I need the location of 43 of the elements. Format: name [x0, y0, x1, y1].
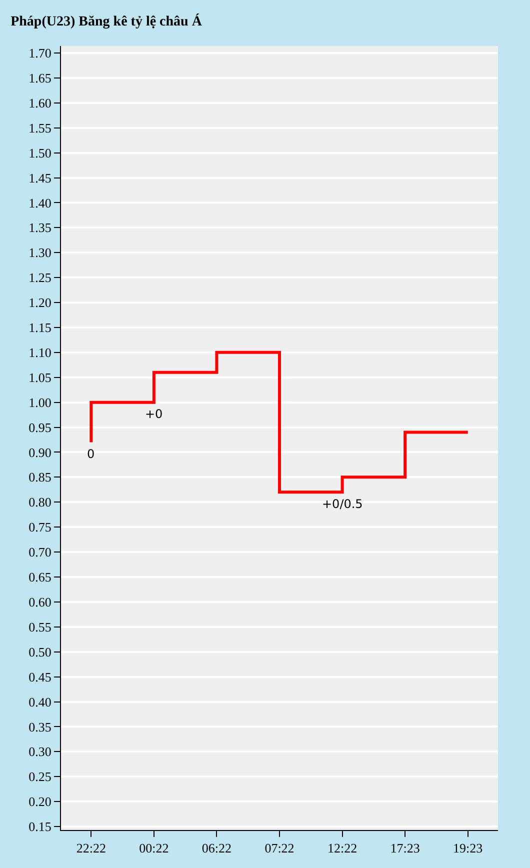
y-tick-label: 0.70 — [28, 544, 52, 560]
x-tick-label: 12:22 — [327, 840, 358, 856]
y-tick-label: 0.75 — [28, 520, 52, 535]
y-tick-label: 1.45 — [28, 170, 52, 186]
annotation: +0/0.5 — [322, 497, 363, 511]
y-tick-label: 0.55 — [28, 619, 52, 634]
y-tick-label: 0.35 — [28, 719, 52, 734]
y-tick-label: 0.95 — [28, 420, 52, 435]
y-tick-label: 1.55 — [28, 120, 52, 136]
y-tick-label: 1.05 — [28, 370, 52, 385]
x-tick-label: 22:22 — [76, 840, 106, 856]
y-tick-label: 1.30 — [28, 245, 52, 260]
y-tick-label: 0.40 — [28, 694, 52, 710]
y-tick-label: 0.45 — [28, 669, 52, 684]
chart-title: Pháp(U23) Băng kê tỷ lệ châu Á — [10, 12, 203, 30]
y-tick-label: 0.80 — [28, 494, 52, 510]
x-tick-label: 07:22 — [264, 840, 294, 856]
x-tick-label: 17:23 — [390, 840, 420, 856]
y-tick-label: 0.85 — [28, 470, 52, 485]
y-tick-label: 1.70 — [28, 46, 52, 61]
y-tick-label: 1.20 — [28, 295, 52, 310]
y-tick-label: 1.00 — [28, 394, 52, 410]
y-tick-label: 1.40 — [28, 195, 52, 210]
annotation: 0 — [87, 447, 95, 461]
y-tick-label: 0.25 — [28, 769, 52, 784]
y-tick-label: 0.60 — [28, 594, 52, 610]
y-tick-label: 1.65 — [28, 70, 52, 86]
y-tick-label: 1.10 — [28, 344, 52, 360]
y-tick-label: 0.30 — [28, 744, 52, 760]
x-tick-label: 19:23 — [453, 840, 483, 856]
y-tick-label: 0.20 — [28, 794, 52, 810]
x-tick-label: 00:22 — [139, 840, 169, 856]
y-tick-label: 1.50 — [28, 145, 52, 160]
x-tick-label: 06:22 — [202, 840, 232, 856]
y-tick-label: 1.35 — [28, 220, 52, 236]
y-tick-label: 0.15 — [28, 819, 52, 834]
y-tick-label: 0.90 — [28, 444, 52, 460]
y-tick-label: 0.65 — [28, 570, 52, 585]
y-tick-label: 1.60 — [28, 95, 52, 110]
y-tick-label: 1.25 — [28, 270, 52, 286]
y-tick-label: 1.15 — [28, 320, 52, 336]
y-tick-label: 0.50 — [28, 644, 52, 660]
annotation: +0 — [145, 407, 163, 421]
